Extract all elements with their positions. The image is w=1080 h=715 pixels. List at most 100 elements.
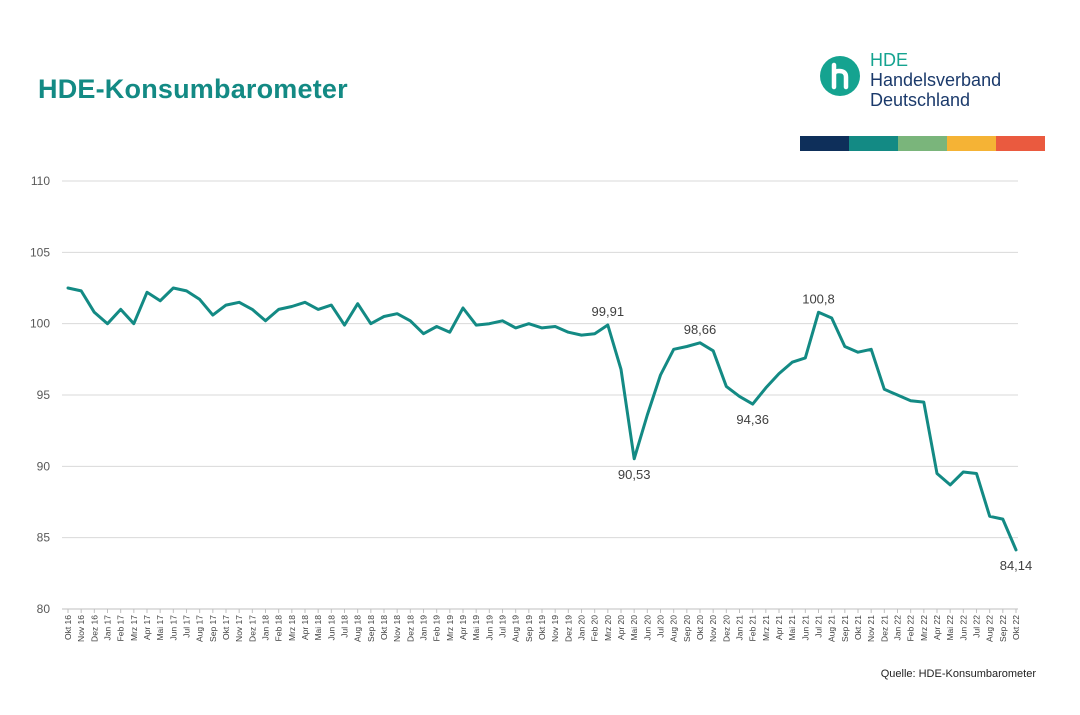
data-label: 98,66 [684, 322, 717, 337]
x-tick-label: Feb 19 [432, 615, 442, 642]
y-tick-label: 110 [31, 174, 50, 188]
x-tick-label: Jan 18 [261, 615, 271, 641]
data-label: 90,53 [618, 467, 651, 482]
color-bar-segment [898, 136, 947, 151]
x-tick-label: Nov 18 [392, 615, 402, 642]
data-label: 94,36 [736, 412, 769, 427]
x-tick-label: Mrz 20 [603, 615, 613, 641]
x-tick-label: Aug 22 [985, 615, 995, 642]
x-tick-label: Aug 20 [669, 615, 679, 642]
x-tick-label: Jun 22 [958, 615, 968, 641]
x-tick-label: Jan 21 [735, 615, 745, 641]
color-bar-segment [996, 136, 1045, 151]
y-tick-label: 100 [30, 317, 50, 331]
x-tick-label: Aug 18 [353, 615, 363, 642]
x-tick-label: Feb 20 [590, 615, 600, 642]
x-tick-label: Jun 19 [484, 615, 494, 641]
y-tick-label: 85 [37, 531, 51, 545]
x-tick-label: Sep 22 [998, 615, 1008, 642]
data-label: 100,8 [802, 291, 835, 306]
x-tick-label: Okt 17 [221, 615, 231, 640]
x-tick-label: Feb 21 [748, 615, 758, 642]
x-tick-label: Mai 19 [471, 615, 481, 641]
x-tick-label: Mrz 18 [287, 615, 297, 641]
x-tick-label: Mai 21 [787, 615, 797, 641]
x-tick-label: Jul 19 [498, 615, 508, 638]
brand-color-bar [800, 136, 1045, 151]
x-tick-label: Okt 19 [537, 615, 547, 640]
x-tick-label: Jun 21 [800, 615, 810, 641]
x-tick-label: Dez 17 [247, 615, 257, 642]
data-label: 84,14 [1000, 558, 1033, 573]
hde-logo-icon [820, 56, 860, 96]
x-tick-label: Jan 19 [419, 615, 429, 641]
x-tick-label: Nov 21 [866, 615, 876, 642]
y-tick-label: 80 [37, 602, 51, 616]
x-tick-label: Jul 22 [972, 615, 982, 638]
x-tick-label: Mrz 19 [445, 615, 455, 641]
x-tick-label: Aug 19 [511, 615, 521, 642]
x-tick-label: Jul 21 [814, 615, 824, 638]
logo-line-hde: HDE [870, 50, 909, 70]
x-tick-label: Mai 20 [629, 615, 639, 641]
x-tick-label: Apr 18 [300, 615, 310, 640]
x-tick-label: Mrz 17 [129, 615, 139, 641]
x-tick-label: Apr 22 [932, 615, 942, 640]
x-tick-label: Sep 18 [366, 615, 376, 642]
x-tick-label: Feb 22 [906, 615, 916, 642]
x-tick-label: Mai 17 [155, 615, 165, 641]
color-bar-segment [800, 136, 849, 151]
x-tick-label: Apr 19 [458, 615, 468, 640]
x-tick-label: Aug 17 [195, 615, 205, 642]
x-tick-label: Apr 17 [142, 615, 152, 640]
source-note: Quelle: HDE-Konsumbarometer [880, 668, 1036, 680]
x-tick-label: Okt 22 [1011, 615, 1021, 640]
x-tick-label: Jun 17 [168, 615, 178, 641]
x-tick-label: Nov 16 [76, 615, 86, 642]
x-tick-label: Jan 20 [577, 615, 587, 641]
x-tick-label: Sep 21 [840, 615, 850, 642]
x-tick-label: Okt 16 [63, 615, 73, 640]
x-tick-label: Apr 20 [616, 615, 626, 640]
x-tick-label: Jun 18 [326, 615, 336, 641]
logo-line-handelsverband: Handelsverband [870, 70, 1002, 90]
hde-logo-text: HDE Handelsverband Deutschland [870, 50, 1001, 110]
x-tick-label: Jan 17 [103, 615, 113, 641]
x-tick-label: Jun 20 [642, 615, 652, 641]
y-tick-label: 95 [37, 388, 51, 402]
x-tick-label: Jul 17 [182, 615, 192, 638]
x-tick-label: Okt 20 [695, 615, 705, 640]
chart-title: HDE-Konsumbarometer [38, 74, 348, 104]
x-tick-label: Apr 21 [774, 615, 784, 640]
color-bar-segment [849, 136, 898, 151]
x-tick-label: Dez 19 [563, 615, 573, 642]
x-tick-label: Nov 20 [708, 615, 718, 642]
x-tick-label: Sep 19 [524, 615, 534, 642]
x-tick-label: Jan 22 [893, 615, 903, 641]
x-tick-label: Sep 17 [208, 615, 218, 642]
x-tick-label: Okt 18 [379, 615, 389, 640]
x-tick-label: Okt 21 [853, 615, 863, 640]
y-tick-label: 105 [30, 245, 50, 259]
x-tick-label: Dez 16 [89, 615, 99, 642]
data-label: 99,91 [592, 304, 625, 319]
x-tick-label: Jul 18 [340, 615, 350, 638]
hde-logo: HDE Handelsverband Deutschland [820, 50, 1050, 120]
y-tick-label: 90 [37, 459, 51, 473]
x-tick-label: Mai 22 [945, 615, 955, 641]
x-tick-label: Nov 19 [550, 615, 560, 642]
x-tick-label: Mai 18 [313, 615, 323, 641]
x-tick-label: Feb 17 [116, 615, 126, 642]
series-line [66, 286, 1018, 552]
x-tick-label: Sep 20 [682, 615, 692, 642]
x-tick-label: Jul 20 [656, 615, 666, 638]
x-tick-label: Dez 20 [721, 615, 731, 642]
x-tick-label: Mrz 21 [761, 615, 771, 641]
logo-line-deutschland: Deutschland [870, 90, 971, 110]
x-tick-label: Aug 21 [827, 615, 837, 642]
x-tick-label: Nov 17 [234, 615, 244, 642]
x-tick-label: Dez 18 [405, 615, 415, 642]
x-tick-label: Dez 21 [879, 615, 889, 642]
x-tick-label: Feb 18 [274, 615, 284, 642]
